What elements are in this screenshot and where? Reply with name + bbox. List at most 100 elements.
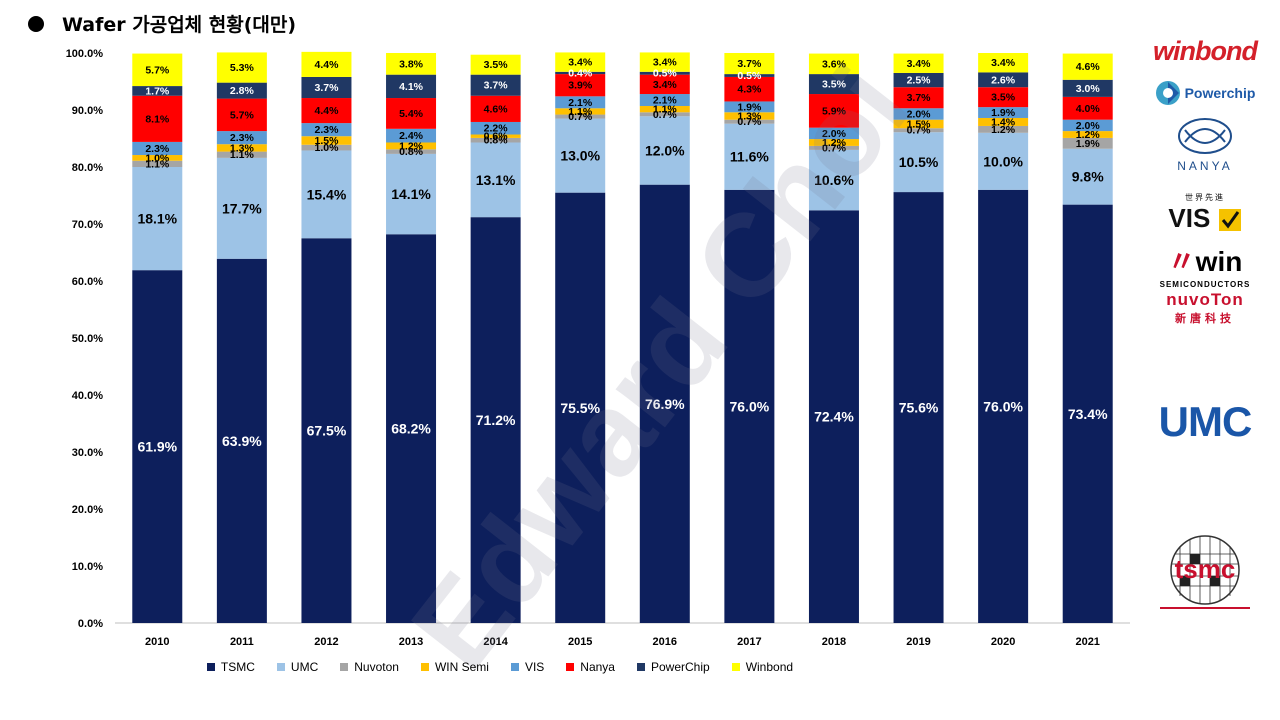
umc-logo: UMC <box>1158 398 1253 445</box>
nuvoton-logo: nuvoTon 新唐科技 <box>1130 290 1280 326</box>
x-tick-label: 2010 <box>145 636 169 648</box>
x-tick-label: 2012 <box>314 636 338 648</box>
bar-segment-vis <box>808 127 859 140</box>
bar-segment-vis <box>1062 119 1113 132</box>
data-label: 1.2% <box>1076 129 1101 141</box>
bar-segment-vis <box>893 108 944 120</box>
data-label: 2.0% <box>822 128 847 140</box>
bar-segment-powerchip <box>216 82 267 99</box>
bar-segment-win-semi <box>724 112 775 120</box>
data-label: 1.3% <box>737 110 762 122</box>
bar-segment-nanya <box>724 76 775 102</box>
data-label: 75.5% <box>560 400 600 416</box>
data-label: 2.3% <box>145 143 170 155</box>
bar-segment-win-semi <box>555 108 606 115</box>
bar-segment-nanya <box>808 94 859 128</box>
vis-check-icon <box>1218 209 1241 232</box>
bar-segment-tsmc <box>555 192 606 623</box>
data-label: 71.2% <box>476 412 516 428</box>
data-label: 3.7% <box>907 92 932 104</box>
bar-segment-umc <box>978 132 1029 190</box>
data-label: 75.6% <box>899 400 939 416</box>
bar-segment-winbond <box>470 54 521 75</box>
powerchip-logo-text: Powerchip <box>1184 85 1256 101</box>
data-label: 2.3% <box>230 132 255 144</box>
data-label: 4.4% <box>314 105 339 117</box>
data-label: 3.7% <box>314 82 339 94</box>
x-tick-label: 2013 <box>399 636 423 648</box>
win-logo-text: win <box>1195 246 1243 277</box>
bar-segment-umc <box>386 153 437 235</box>
data-label: 2.4% <box>399 130 424 142</box>
bar-segment-tsmc <box>978 189 1029 624</box>
bar-segment-win-semi <box>386 142 437 150</box>
bar-segment-powerchip <box>470 74 521 96</box>
y-tick-label: 70.0% <box>72 219 103 231</box>
bar-segment-nuvoton <box>216 151 267 158</box>
bar-segment-vis <box>132 141 183 156</box>
data-label: 0.8% <box>484 135 509 147</box>
data-label: 4.1% <box>399 81 424 93</box>
legend-label: UMC <box>290 660 319 674</box>
data-label: 5.7% <box>230 109 255 121</box>
legend-label: WIN Semi <box>434 660 489 674</box>
bar-segment-umc <box>639 116 690 185</box>
bar-segment-powerchip <box>132 86 183 96</box>
bar-segment-powerchip <box>808 74 859 95</box>
data-label: 2.6% <box>991 74 1016 86</box>
bar-segment-nanya <box>639 74 690 95</box>
bar-segment-umc <box>132 167 183 271</box>
y-tick-label: 80.0% <box>72 162 103 174</box>
data-label: 1.2% <box>991 124 1016 136</box>
data-label: 1.1% <box>568 106 593 118</box>
y-tick-label: 10.0% <box>72 561 103 573</box>
data-label: 13.1% <box>476 172 516 188</box>
data-label: 1.1% <box>230 149 255 161</box>
bar-segment-powerchip <box>555 71 606 75</box>
legend-swatch <box>276 663 285 671</box>
data-label: 1.5% <box>907 118 932 130</box>
winbond-logo: winbond <box>1153 36 1258 66</box>
legend-swatch <box>566 663 575 671</box>
bar-segment-win-semi <box>470 134 521 138</box>
legend-item: PowerChip <box>636 660 710 674</box>
bar-segment-nuvoton <box>978 125 1029 133</box>
bar-segment-umc <box>808 149 859 211</box>
x-tick-label: 2015 <box>568 636 592 648</box>
bar-segment-nuvoton <box>386 149 437 154</box>
data-label: 17.7% <box>222 200 262 216</box>
data-label: 15.4% <box>307 186 347 202</box>
data-label: 0.7% <box>822 142 847 154</box>
bar-segment-tsmc <box>1062 204 1113 623</box>
bar-segment-nuvoton <box>724 119 775 124</box>
data-label: 0.5% <box>737 70 762 82</box>
nanya-logo: NANYA <box>1130 116 1280 173</box>
bar-segment-vis <box>470 121 521 135</box>
data-label: 2.3% <box>314 124 339 136</box>
powerchip-logo: Powerchip <box>1130 80 1280 106</box>
bar-segment-umc <box>216 157 267 259</box>
bar-segment-powerchip <box>978 72 1029 88</box>
bar-segment-winbond <box>893 53 944 73</box>
data-label: 2.1% <box>568 97 593 109</box>
chart-title-text: Wafer 가공업체 현황(대만) <box>62 14 297 36</box>
data-label: 10.6% <box>814 172 854 188</box>
bar-segment-powerchip <box>724 74 775 77</box>
data-label: 8.1% <box>145 113 170 125</box>
legend-label: Nuvoton <box>354 660 399 674</box>
data-label: 12.0% <box>645 142 685 158</box>
data-label: 3.5% <box>822 79 847 91</box>
y-tick-label: 30.0% <box>72 447 103 459</box>
bar-segment-umc <box>893 132 944 193</box>
bar-segment-tsmc <box>893 192 944 623</box>
bar-segment-nuvoton <box>1062 137 1113 149</box>
x-tick-label: 2020 <box>991 636 1015 648</box>
legend-swatch <box>420 663 429 671</box>
legend-label: VIS <box>524 660 545 674</box>
data-label: 2.5% <box>907 75 932 87</box>
data-label: 1.9% <box>737 101 762 113</box>
data-label: 1.0% <box>145 152 170 164</box>
bar-segment-vis <box>724 101 775 113</box>
data-label: 1.2% <box>822 137 847 149</box>
bar-segment-nuvoton <box>470 137 521 143</box>
